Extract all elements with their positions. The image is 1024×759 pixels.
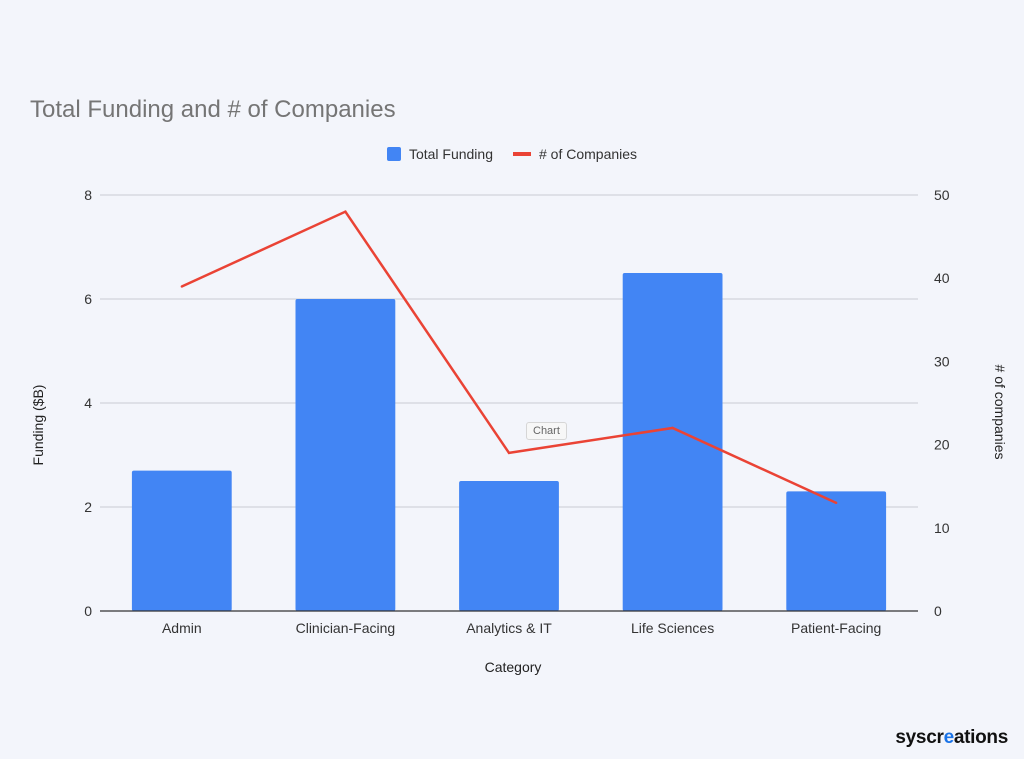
- brand-prefix: syscr: [895, 727, 944, 748]
- y-tick-label-4: 8: [84, 187, 92, 203]
- line-point-3: [671, 426, 674, 430]
- y-tick-label-3: 6: [84, 291, 92, 307]
- line-series-companies: [180, 210, 838, 505]
- line-path-companies: [181, 210, 837, 504]
- bar-2: [459, 481, 559, 611]
- line-point-0: [180, 285, 183, 288]
- chart-title: Total Funding and # of Companies: [30, 96, 396, 123]
- x-tick-label-2: Analytics & IT: [466, 620, 552, 636]
- y2-tick-label-4: 40: [934, 270, 950, 286]
- chart-legend: Total Funding # of Companies: [0, 146, 1024, 162]
- y2-tick-label-5: 50: [934, 187, 950, 203]
- bar-1: [295, 299, 396, 611]
- line-point-4: [835, 501, 838, 505]
- bar-series-total-funding: [131, 273, 887, 611]
- y2-tick-label-2: 20: [934, 437, 950, 453]
- y2-tick-label-0: 0: [934, 603, 942, 619]
- axes: 0 2 4 6 8 0 10 20 30 40 50 Admin Clinician-Facing Ana…: [84, 187, 950, 636]
- x-tick-label-1: Clinician-Facing: [296, 620, 396, 636]
- y-tick-label-0: 0: [84, 603, 92, 619]
- bar-0: [131, 470, 232, 611]
- legend-label-total-funding: Total Funding: [408, 146, 493, 162]
- y2-tick-label-1: 10: [934, 520, 950, 536]
- legend-item-total-funding[interactable]: Total Funding: [386, 146, 493, 162]
- brand-suffix: ations: [953, 727, 1008, 748]
- legend-swatch-total-funding: [386, 147, 401, 161]
- y2-axis-title: # of companies: [992, 365, 1008, 460]
- x-tick-label-3: Life Sciences: [631, 620, 714, 636]
- chart-tooltip: Chart: [526, 422, 567, 440]
- brand-accent: e: [943, 727, 955, 748]
- bar-3: [622, 273, 723, 611]
- y-tick-label-2: 4: [84, 395, 92, 411]
- y2-tick-label-3: 30: [934, 353, 950, 369]
- legend-swatch-companies: [513, 152, 531, 156]
- y-axis-title: Funding ($B): [30, 385, 46, 466]
- x-tick-label-4: Patient-Facing: [791, 620, 881, 636]
- legend-item-companies[interactable]: # of Companies: [513, 146, 637, 162]
- line-point-2: [507, 451, 511, 455]
- bar-4: [786, 491, 887, 611]
- brand-logo: syscreations: [895, 727, 1008, 749]
- line-point-1: [344, 210, 347, 213]
- y-tick-label-1: 2: [84, 499, 92, 515]
- x-tick-label-0: Admin: [162, 620, 202, 636]
- legend-label-companies: # of Companies: [539, 146, 638, 162]
- grid-lines: [100, 194, 918, 508]
- x-axis-title: Category: [485, 659, 542, 675]
